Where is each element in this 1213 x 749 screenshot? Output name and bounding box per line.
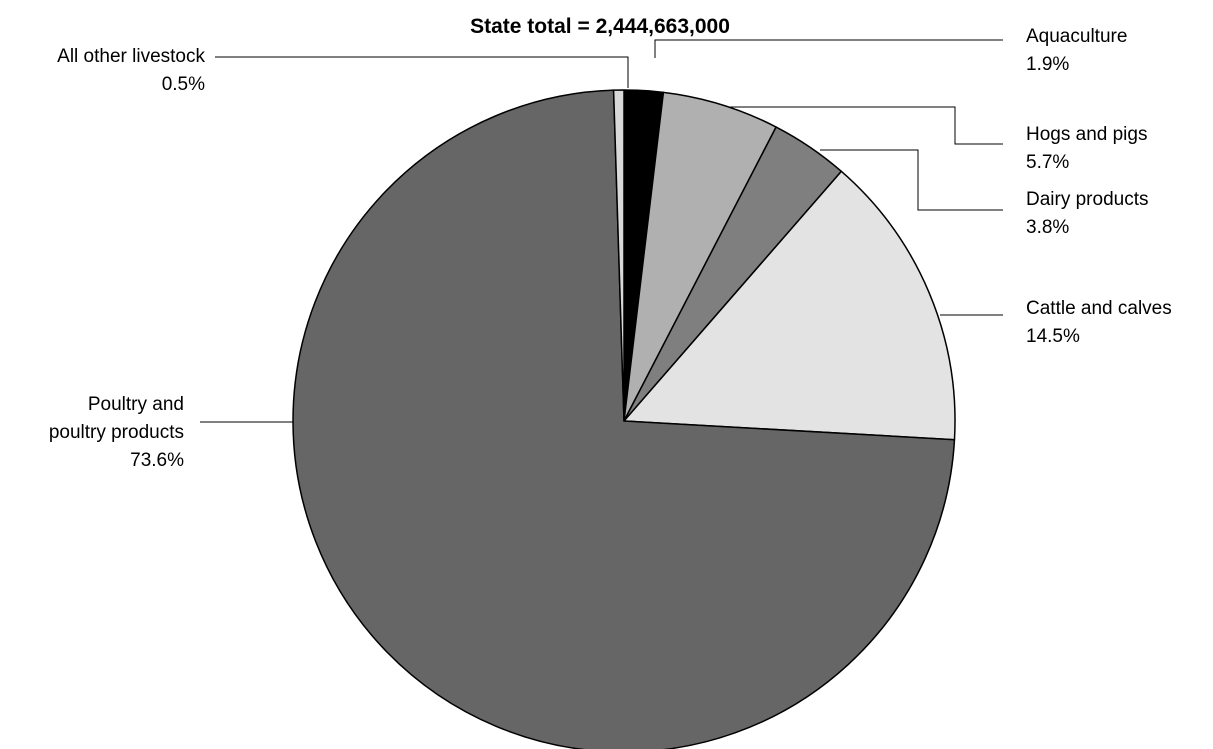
slice-label-all-other-livestock: All other livestock [57,46,205,67]
slice-label-poultry-and-poultry-products: Poultry and [88,394,184,415]
slice-label-cattle-and-calves: Cattle and calves [1026,298,1172,319]
slice-value-hogs-and-pigs: 5.7% [1026,152,1069,173]
slice-label-dairy-products: Dairy products [1026,189,1149,210]
leader-line-dairy-products [820,149,1003,211]
chart-title: State total = 2,444,663,000 [470,15,730,38]
pie-slices [292,89,956,749]
slice-label-aquaculture: Aquaculture [1026,26,1127,47]
slice-labels: Aquaculture 1.9% Hogs and pigs 5.7% Dairy pr… [49,26,1172,471]
leader-lines [200,39,1003,423]
slice-value-poultry-and-poultry-products: 73.6% [130,450,184,471]
slice-value-dairy-products: 3.8% [1026,217,1069,238]
leader-line-aquaculture [654,39,1003,58]
slice-value-all-other-livestock: 0.5% [162,74,205,95]
slice-value-cattle-and-calves: 14.5% [1026,326,1080,347]
slice-value-aquaculture: 1.9% [1026,54,1069,75]
leader-line-hogs-and-pigs [730,106,1003,145]
slice-label-poultry-and-poultry-products: poultry products [49,422,184,443]
slice-label-hogs-and-pigs: Hogs and pigs [1026,124,1147,145]
leader-line-all-other-livestock [215,56,629,88]
pie-slice-cattle-and-calves [623,170,956,441]
pie-slice-all-other-livestock [612,89,625,422]
